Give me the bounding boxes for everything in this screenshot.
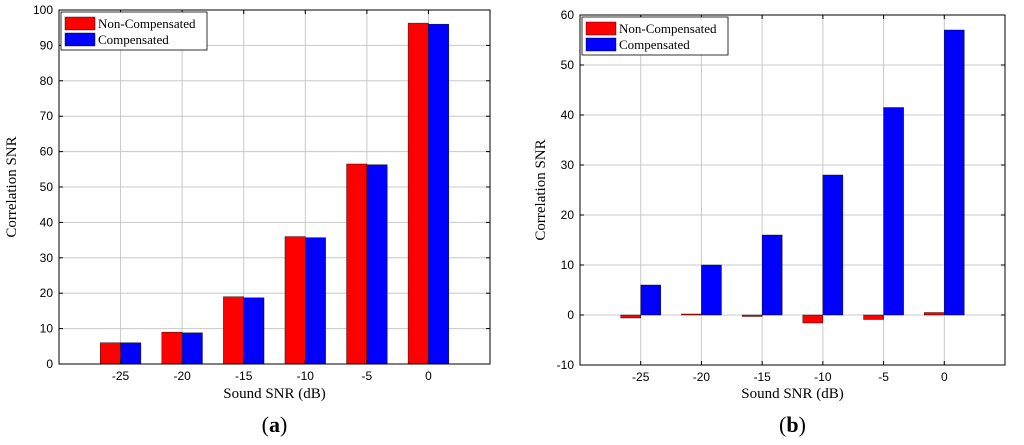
bar-non-compensated-0 — [924, 312, 945, 316]
x-axis-label: Sound SNR (dB) — [741, 386, 844, 402]
y-tick-label: 20 — [561, 208, 575, 222]
y-tick-label: 40 — [561, 108, 575, 122]
y-axis-label: Correlation SNR — [533, 139, 549, 240]
chart-panel-a: -25 -20 -15 -10 -5 0 0 10 20 30 40 50 60 70 80 90 100 Sou… — [4, 3, 491, 437]
bar-compensated-0 — [428, 23, 449, 365]
y-tick-label: 90 — [40, 38, 54, 52]
x-tick-label: -10 — [814, 370, 832, 384]
legend-entry: Compensated — [619, 37, 690, 52]
y-tick-label: 30 — [40, 251, 54, 265]
y-tick-label: 60 — [40, 145, 54, 159]
bar-non-compensated--10 — [284, 236, 306, 365]
bar-compensated--20 — [701, 264, 722, 316]
bar-non-compensated-0 — [407, 22, 429, 365]
y-tick-label: 10 — [40, 322, 54, 336]
y-tick-label: -10 — [557, 358, 575, 372]
bar-non-compensated--5 — [346, 163, 368, 365]
bar-non-compensated--15 — [741, 314, 763, 317]
y-tick-label: 60 — [561, 8, 575, 22]
x-tick-label: -15 — [235, 369, 253, 383]
y-tick-label: 40 — [40, 215, 54, 229]
y-tick-label: 0 — [46, 357, 53, 371]
legend-entry: Compensated — [98, 32, 169, 47]
bar-compensated--15 — [761, 234, 783, 316]
y-tick-label: 50 — [40, 180, 54, 194]
bar-non-compensated--20 — [681, 313, 702, 316]
legend-entry: Non-Compensated — [619, 21, 717, 36]
bar-non-compensated--15 — [223, 296, 244, 365]
bar-non-compensated--5 — [863, 314, 884, 320]
bar-non-compensated--20 — [161, 331, 183, 365]
legend-swatch — [585, 21, 617, 36]
legend-swatch — [585, 37, 617, 52]
bar-compensated--5 — [883, 107, 904, 316]
bar-compensated-0 — [944, 29, 965, 316]
bar-compensated--10 — [822, 174, 844, 316]
bar-compensated--20 — [181, 332, 203, 365]
x-tick-label: -25 — [112, 369, 130, 383]
x-tick-label: -15 — [753, 370, 771, 384]
panel-label: (b) — [779, 412, 806, 437]
legend-entry: Non-Compensated — [98, 16, 196, 31]
x-tick-label: -5 — [878, 370, 889, 384]
panel-label: (a) — [262, 412, 288, 437]
y-tick-label: 80 — [40, 74, 54, 88]
bar-compensated--10 — [305, 237, 326, 365]
bar-non-compensated--25 — [620, 314, 641, 319]
legend-swatch — [64, 16, 96, 31]
y-tick-label: 20 — [40, 286, 54, 300]
y-tick-label: 100 — [33, 3, 53, 17]
x-tick-label: -5 — [362, 369, 373, 383]
x-tick-label: -10 — [297, 369, 315, 383]
bar-compensated--5 — [366, 164, 388, 365]
chart-panel-b: -25 -20 -15 -10 -5 0 -10 0 10 20 30 40 50 60 Sound SNR… — [533, 8, 1006, 437]
x-tick-label: 0 — [425, 369, 432, 383]
y-axis-label: Correlation SNR — [4, 136, 20, 237]
x-tick-label: -20 — [693, 370, 711, 384]
bar-non-compensated--25 — [100, 342, 121, 365]
x-tick-label: -25 — [632, 370, 650, 384]
bar-non-compensated--10 — [802, 314, 824, 324]
plot-frame — [579, 14, 1006, 366]
x-axis-label: Sound SNR (dB) — [223, 386, 326, 402]
y-tick-label: 70 — [40, 109, 54, 123]
x-tick-label: -20 — [173, 369, 191, 383]
y-tick-label: 30 — [561, 158, 575, 172]
y-tick-label: 50 — [561, 58, 575, 72]
bar-compensated--25 — [640, 284, 661, 316]
bar-compensated--15 — [243, 297, 265, 365]
legend-swatch — [64, 32, 96, 47]
x-tick-label: 0 — [941, 370, 948, 384]
y-tick-label: 0 — [567, 308, 574, 322]
bar-compensated--25 — [120, 342, 142, 365]
y-tick-label: 10 — [561, 258, 575, 272]
